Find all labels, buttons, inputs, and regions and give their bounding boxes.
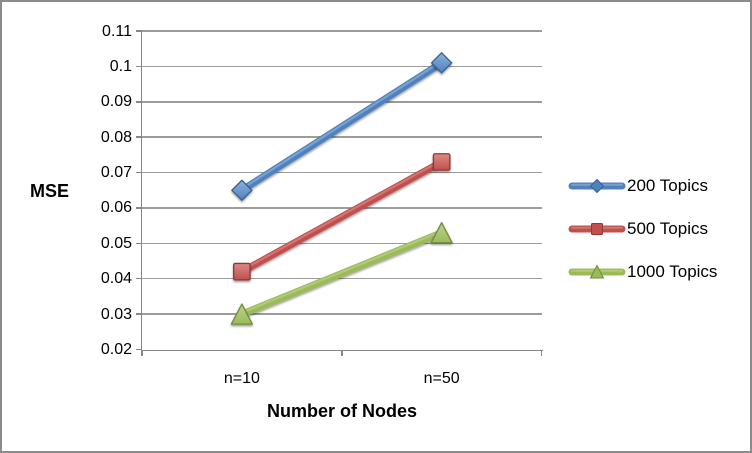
legend-marker-diamond-icon [589, 178, 605, 194]
legend-label: 500 Topics [627, 219, 708, 238]
x-axis-tick [341, 351, 343, 356]
y-axis-tick [136, 171, 142, 174]
x-tick-label: n=50 [423, 370, 460, 387]
y-axis-tick [136, 101, 142, 103]
y-tick-label: 0.11 [102, 22, 132, 40]
gridline [142, 313, 542, 315]
gridline [142, 277, 542, 280]
gridline [142, 171, 542, 174]
data-point-marker [430, 51, 453, 74]
y-axis-tick [136, 207, 142, 209]
series-line-highlight [240, 230, 443, 314]
y-axis-line [140, 31, 142, 356]
y-axis-tick [136, 242, 142, 245]
x-axis-line [140, 349, 543, 351]
y-tick-label: 0.02 [100, 341, 132, 358]
y-axis-tick [136, 30, 142, 32]
legend-swatch [568, 178, 626, 194]
series-line [238, 59, 446, 194]
legend-swatch [568, 264, 626, 279]
data-point-marker [430, 222, 453, 244]
x-axis-title: Number of Nodes [266, 401, 417, 421]
y-tick-label: 0.07 [100, 164, 132, 182]
legend-marker-square-icon [591, 223, 603, 235]
y-axis-tick [136, 136, 142, 138]
gridline [142, 101, 542, 103]
y-tick-label: 0.04 [100, 270, 132, 288]
y-axis-tick [136, 313, 142, 315]
legend-label: 1000 Topics [627, 262, 718, 281]
legend-item: 200 Topics [568, 173, 717, 199]
data-point-marker [432, 153, 451, 171]
legend: 200 Topics 500 Topics 1000 Topics [568, 173, 717, 302]
data-point-marker [230, 303, 254, 325]
legend-swatch [568, 223, 626, 235]
x-axis-tick [141, 351, 143, 356]
legend-item: 1000 Topics [568, 259, 717, 285]
legend-label: 200 Topics [627, 176, 708, 195]
legend-marker-triangle-icon [589, 264, 605, 279]
series-line [238, 158, 446, 276]
y-axis-tick [136, 348, 142, 351]
series-line [238, 229, 446, 318]
data-point-marker [230, 179, 253, 202]
x-axis-tick [540, 351, 543, 356]
legend-item: 500 Topics [568, 216, 717, 242]
gridline [142, 65, 542, 68]
y-axis-tick [136, 65, 142, 68]
gridline [142, 242, 542, 245]
y-axis-title: MSE [30, 181, 70, 201]
y-tick-label: 0.06 [100, 199, 132, 217]
data-point-marker [233, 262, 251, 281]
x-tick-label: n=10 [223, 370, 260, 387]
series-line-highlight [240, 159, 443, 272]
y-tick-label: 0.03 [100, 305, 132, 323]
y-tick-label: 0.1 [109, 57, 132, 75]
y-axis-tick [136, 277, 142, 280]
series-line-highlight [240, 60, 443, 190]
y-tick-label: 0.09 [100, 93, 132, 111]
gridline [142, 207, 542, 209]
gridline [142, 30, 542, 32]
gridline [142, 136, 542, 138]
y-tick-label: 0.05 [100, 234, 132, 252]
y-tick-label: 0.08 [100, 128, 132, 146]
